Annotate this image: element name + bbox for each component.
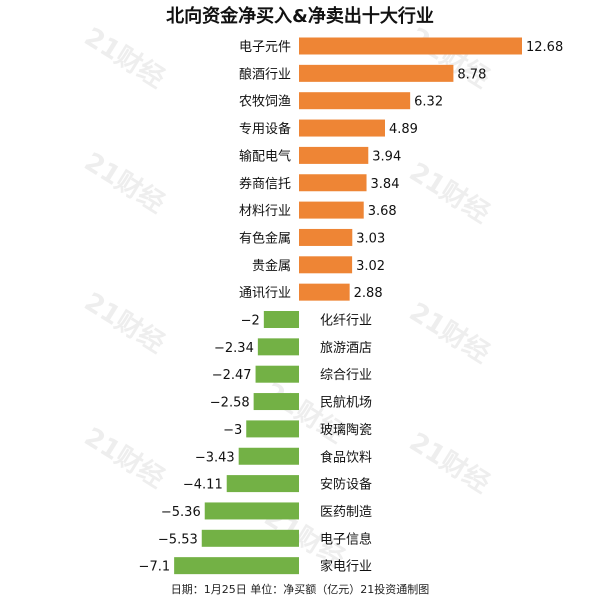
category-label: 玻璃陶瓷 — [320, 422, 372, 438]
category-label: 专用设备 — [239, 121, 291, 137]
value-label: −5.36 — [161, 505, 201, 520]
category-label: 券商信托 — [239, 176, 291, 192]
category-label: 贵金属 — [252, 258, 291, 274]
value-label: 3.84 — [371, 177, 400, 192]
bar-negative — [204, 502, 299, 520]
category-label: 民航机场 — [320, 395, 372, 411]
value-label: 3.68 — [368, 204, 397, 219]
value-label: 6.32 — [414, 95, 443, 110]
value-label: −2.47 — [212, 368, 252, 383]
value-label: −2.34 — [214, 341, 254, 356]
value-label: 3.03 — [356, 231, 385, 246]
watermark: 21财经 — [259, 376, 350, 449]
bar-positive — [299, 146, 369, 164]
chart-title: 北向资金净买入&净卖出十大行业 — [166, 6, 434, 27]
bar-negative — [174, 557, 299, 575]
value-label: −3.43 — [195, 450, 235, 465]
bar-negative — [201, 529, 299, 547]
watermark: 21财经 — [404, 426, 495, 499]
value-label: 3.94 — [372, 149, 401, 164]
category-label: 材料行业 — [239, 204, 291, 219]
category-label: 旅游酒店 — [320, 341, 372, 356]
category-label: 综合行业 — [320, 368, 372, 383]
watermark: 21财经 — [404, 296, 495, 369]
category-label: 酿酒行业 — [239, 66, 291, 82]
category-label: 电子信息 — [320, 531, 372, 547]
category-label: 食品饮料 — [320, 449, 372, 465]
bar-positive — [299, 283, 350, 301]
bar-negative — [255, 365, 299, 383]
bar-negative — [226, 475, 299, 493]
value-label: −5.53 — [158, 532, 198, 547]
bar-positive — [299, 201, 364, 219]
value-label: 4.89 — [389, 122, 418, 137]
value-label: −7.1 — [139, 560, 171, 575]
bar-positive — [299, 64, 454, 82]
watermark: 21财经 — [79, 146, 170, 219]
bar-negative — [246, 420, 299, 438]
category-label: 医药制造 — [320, 505, 372, 520]
category-label: 安防设备 — [320, 477, 372, 493]
bar-negative — [263, 311, 299, 328]
chart-footer: 日期：1月25日 单位：净买额（亿元）21投资通制图 — [170, 583, 430, 596]
value-label: 2.88 — [354, 286, 383, 301]
bar-positive — [299, 174, 367, 192]
category-label: 通讯行业 — [239, 286, 291, 301]
value-label: 12.68 — [526, 40, 563, 55]
bar-negative — [253, 393, 299, 411]
category-label: 有色金属 — [239, 230, 291, 246]
bar-positive — [299, 228, 353, 246]
category-label: 化纤行业 — [320, 314, 372, 329]
watermark: 21财经 — [79, 286, 170, 359]
watermark: 21财经 — [404, 156, 495, 229]
bar-positive — [299, 119, 385, 137]
watermark: 21财经 — [79, 21, 170, 94]
bar-negative — [257, 338, 299, 356]
watermark: 21财经 — [79, 421, 170, 494]
value-label: −2.58 — [210, 396, 250, 411]
category-label: 电子元件 — [239, 40, 291, 55]
bar-positive — [299, 37, 522, 55]
value-label: −3 — [223, 423, 242, 438]
category-label: 输配电气 — [239, 148, 291, 164]
bar-positive — [299, 92, 411, 110]
bar-positive — [299, 256, 353, 274]
category-label: 家电行业 — [320, 559, 372, 575]
value-label: −4.11 — [183, 478, 223, 493]
value-label: 8.78 — [457, 67, 486, 82]
value-label: −2 — [241, 314, 260, 329]
category-label: 农牧饲渔 — [239, 95, 291, 110]
bar-negative — [238, 447, 299, 465]
watermark: 21财经 — [404, 21, 495, 94]
value-label: 3.02 — [356, 259, 385, 274]
